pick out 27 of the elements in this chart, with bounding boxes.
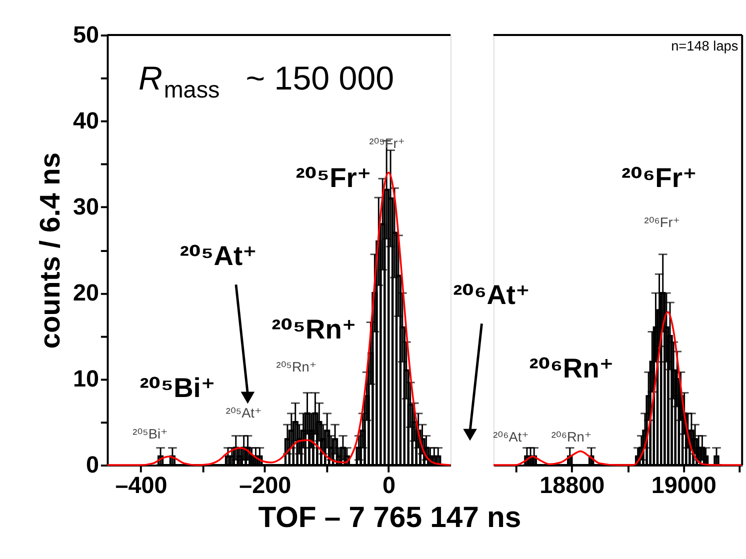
annotation: ²⁰⁶At⁺	[493, 430, 529, 445]
annotation: ²⁰⁵Rn⁺	[272, 313, 356, 344]
y-axis-title: counts / 6.4 ns	[33, 152, 66, 349]
annotation: ²⁰⁶At⁺	[453, 279, 530, 310]
y-tick-label: 10	[72, 365, 99, 392]
annotation: ²⁰⁶Fr⁺	[644, 215, 680, 230]
annotation: ²⁰⁶Fr⁺	[622, 162, 697, 194]
annotation: ²⁰⁵At⁺	[180, 240, 257, 272]
x-tick-label: 18800	[540, 472, 605, 498]
x-axis-title: TOF – 7 765 147 ns	[258, 502, 522, 534]
annotation: n=148 laps	[671, 38, 738, 54]
annotation: ²⁰⁵Bi⁺	[132, 426, 168, 442]
x-tick-label: –400	[115, 472, 168, 498]
annotation: ²⁰⁶Rn⁺	[529, 352, 614, 384]
annotation: ²⁰⁵Bi⁺	[140, 372, 216, 403]
y-tick-label: 0	[86, 451, 99, 478]
y-tick-label: 30	[72, 193, 99, 220]
y-tick-label: 20	[72, 279, 99, 306]
x-tick-label: 0	[382, 472, 396, 498]
x-tick-label: 19000	[651, 472, 716, 498]
annotation: ²⁰⁵Fr⁺	[296, 162, 372, 194]
y-tick-label: 40	[72, 107, 99, 134]
y-tick-label: 50	[72, 21, 99, 48]
annotation: ²⁰⁶Rn⁺	[551, 430, 592, 445]
annotation: ²⁰⁵Rn⁺	[276, 359, 317, 374]
annotation: ²⁰⁵At⁺	[226, 405, 262, 420]
x-tick-label: –200	[239, 472, 292, 498]
